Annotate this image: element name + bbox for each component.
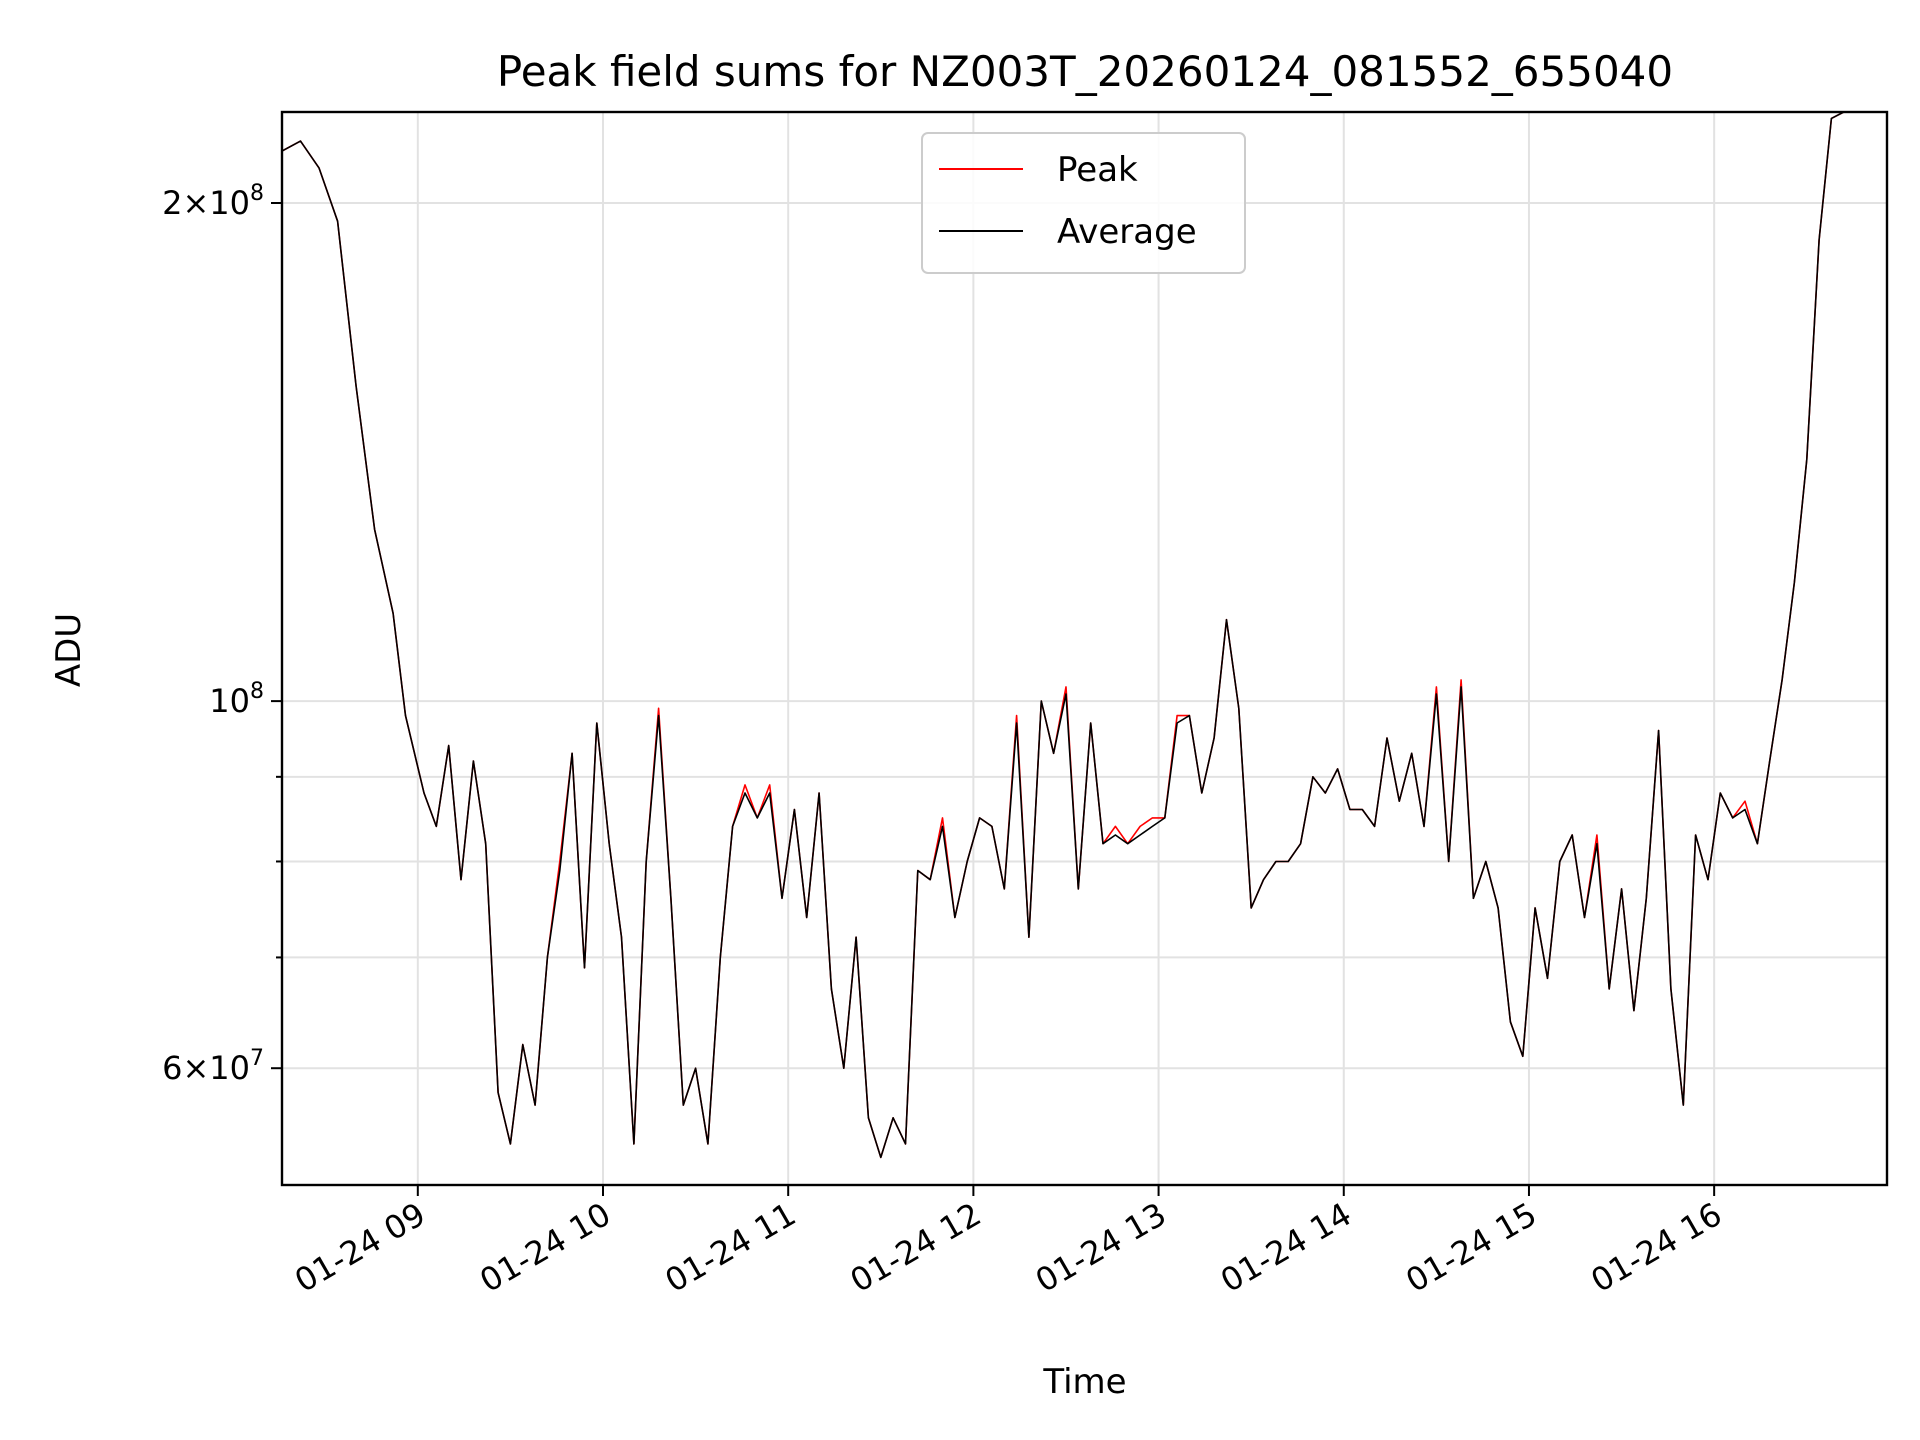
x-axis-label: Time: [1042, 1362, 1126, 1402]
series-line-average: [282, 112, 1845, 1159]
chart-title: Peak field sums for NZ003T_20260124_0815…: [497, 47, 1673, 96]
y-tick-label: 2×108: [162, 181, 264, 222]
y-tick-label: 6×107: [162, 1046, 264, 1087]
legend-label-average: Average: [1057, 212, 1197, 252]
y-tick-label: 108: [209, 679, 264, 720]
legend-label-peak: Peak: [1057, 150, 1138, 190]
legend: Peak Average: [921, 132, 1246, 274]
y-axis-label: ADU: [49, 613, 89, 687]
plot-frame: [280, 110, 1889, 1187]
series-layer: [282, 112, 1845, 1159]
